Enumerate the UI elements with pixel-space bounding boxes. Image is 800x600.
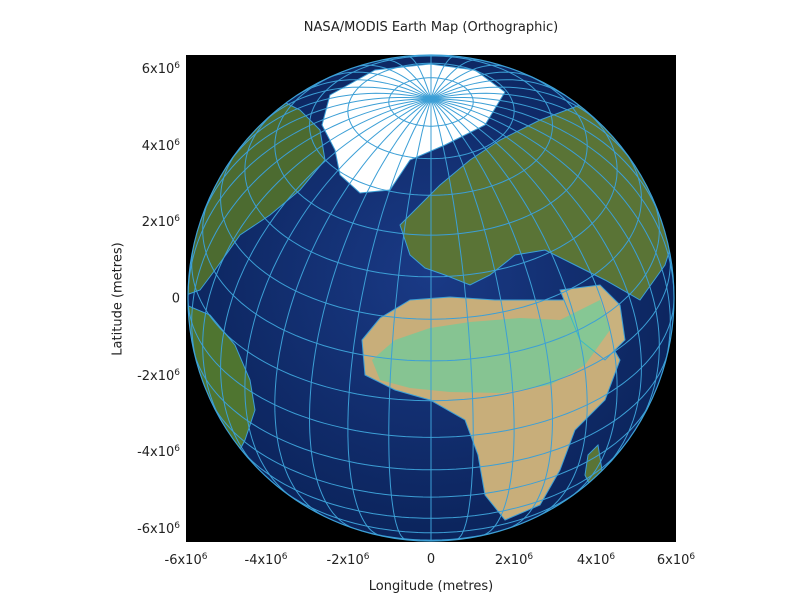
y-tick-label: -2x106 — [137, 368, 180, 384]
y-tick-label: 4x106 — [141, 138, 180, 154]
x-tick-label: -4x106 — [244, 552, 288, 568]
meridian — [430, 98, 660, 429]
parallel — [274, 70, 588, 236]
parallel — [280, 488, 582, 534]
meridian — [430, 79, 566, 100]
x-axis-label: Longitude (metres) — [368, 579, 494, 594]
meridian — [430, 64, 506, 100]
y-tick-label: 6x106 — [141, 61, 180, 77]
eurasia — [399, 104, 674, 301]
y-tick-label: 2x106 — [141, 214, 180, 230]
parallel — [244, 109, 618, 278]
meridian — [191, 98, 432, 364]
x-tick-label: 4x106 — [576, 552, 616, 568]
parallel — [220, 153, 642, 320]
parallel — [347, 62, 515, 160]
meridian — [430, 98, 671, 364]
meridian — [274, 98, 432, 516]
meridian — [202, 98, 432, 429]
meridian — [430, 98, 588, 516]
parallel — [193, 351, 669, 471]
parallel — [308, 55, 554, 196]
x-tick-label: 2x106 — [494, 552, 534, 568]
x-tick-label: -6x106 — [164, 552, 208, 568]
map-title: NASA/MODIS Earth Map (Orthographic) — [303, 20, 559, 35]
meridian — [430, 98, 674, 299]
meridian — [198, 97, 432, 227]
meridian — [430, 92, 634, 163]
meridian — [347, 98, 432, 536]
meridian — [430, 71, 536, 100]
parallel — [191, 249, 671, 402]
meridian — [407, 55, 432, 100]
meridian — [430, 86, 602, 125]
x-tick-label: 0 — [426, 552, 436, 567]
meridian — [430, 98, 515, 536]
meridian — [430, 97, 664, 227]
meridian — [326, 71, 432, 100]
parallel — [388, 77, 474, 127]
y-tick-label: 0 — [171, 291, 180, 307]
meridian — [296, 79, 432, 100]
meridian — [430, 55, 455, 100]
greenland — [321, 63, 506, 194]
parallel — [202, 198, 660, 362]
parallel — [211, 401, 651, 498]
meridian — [356, 64, 432, 100]
graticule — [188, 55, 674, 541]
x-tick-label: 6x106 — [656, 552, 696, 568]
meridian — [220, 98, 432, 468]
globe-outline — [187, 54, 675, 542]
meridian — [228, 92, 432, 163]
meridian — [260, 86, 432, 125]
meridian — [430, 98, 642, 468]
y-tick-label: -4x106 — [137, 444, 180, 460]
parallel — [188, 297, 674, 438]
y-tick-label: -6x106 — [137, 521, 180, 537]
africa — [361, 296, 621, 521]
y-axis-label: Latitude (metres) — [110, 242, 126, 356]
meridian — [188, 98, 432, 299]
parallel — [238, 446, 624, 519]
x-tick-label: -2x106 — [326, 552, 370, 568]
